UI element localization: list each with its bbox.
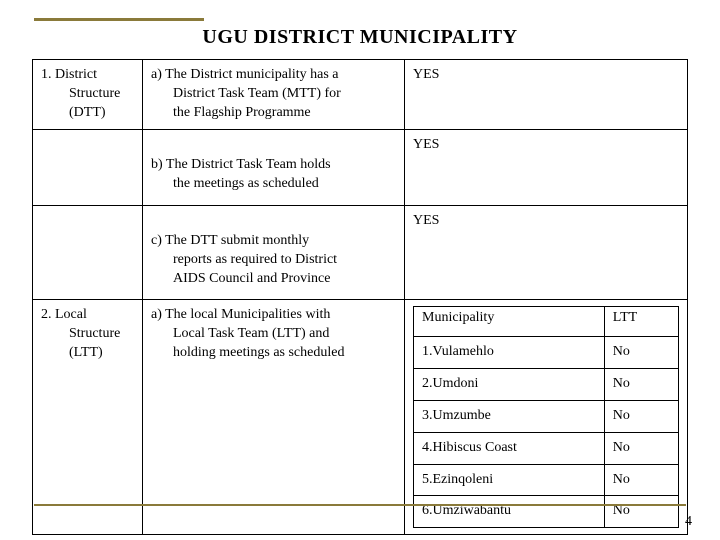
inner-cell: No — [604, 337, 678, 369]
inner-cell: 1.Vulamehlo — [414, 337, 605, 369]
accent-line-bottom — [34, 504, 686, 506]
structure-table: 1. DistrictStructure(DTT)a) The District… — [32, 59, 688, 535]
row-description: b) The District Task Team holdsthe meeti… — [143, 129, 405, 206]
row-label — [33, 129, 143, 206]
slide: UGU DISTRICT MUNICIPALITY 1. DistrictStr… — [0, 0, 720, 540]
slide-title: UGU DISTRICT MUNICIPALITY — [32, 26, 688, 49]
page-number: 4 — [685, 514, 692, 530]
row-status: YES — [405, 60, 688, 130]
row-status: YES — [405, 206, 688, 300]
table-row: 2. LocalStructure(LTT)a) The local Munic… — [33, 300, 688, 535]
row-label — [33, 206, 143, 300]
inner-cell: 2.Umdoni — [414, 368, 605, 400]
municipality-table: MunicipalityLTT1.VulamehloNo2.UmdoniNo3.… — [413, 306, 679, 528]
inner-cell: No — [604, 464, 678, 496]
row-description: a) The District municipality has aDistri… — [143, 60, 405, 130]
table-row: b) The District Task Team holdsthe meeti… — [33, 129, 688, 206]
inner-cell: 3.Umzumbe — [414, 400, 605, 432]
table-row: c) The DTT submit monthlyreports as requ… — [33, 206, 688, 300]
inner-header: Municipality — [414, 307, 605, 337]
inner-cell: 4.Hibiscus Coast — [414, 432, 605, 464]
table-row: 1. DistrictStructure(DTT)a) The District… — [33, 60, 688, 130]
accent-line-top — [34, 18, 204, 21]
inner-cell: No — [604, 400, 678, 432]
inner-cell: No — [604, 368, 678, 400]
row-status: YES — [405, 129, 688, 206]
row-status: MunicipalityLTT1.VulamehloNo2.UmdoniNo3.… — [405, 300, 688, 535]
row-description: c) The DTT submit monthlyreports as requ… — [143, 206, 405, 300]
inner-cell: No — [604, 432, 678, 464]
inner-cell: 5.Ezinqoleni — [414, 464, 605, 496]
row-label: 1. DistrictStructure(DTT) — [33, 60, 143, 130]
inner-header: LTT — [604, 307, 678, 337]
inner-cell: 6.Umziwabantu — [414, 496, 605, 528]
inner-cell: No — [604, 496, 678, 528]
row-description: a) The local Municipalities withLocal Ta… — [143, 300, 405, 535]
row-label: 2. LocalStructure(LTT) — [33, 300, 143, 535]
